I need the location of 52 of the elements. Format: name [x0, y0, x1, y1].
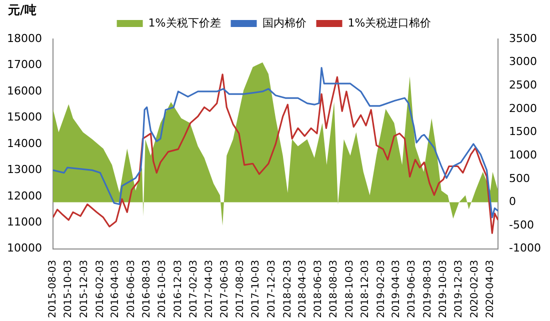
x-tick-label: 2018-02-03 [282, 260, 294, 318]
x-tick-label: 2017-04-03 [204, 260, 215, 318]
y2-tick-label: 2000 [509, 102, 538, 115]
x-tick-label: 2016-02-03 [94, 260, 106, 318]
x-tick-label: 2017-02-03 [188, 260, 200, 318]
x-tick-label: 2015-10-03 [63, 260, 74, 318]
legend-label: 国内棉价 [262, 16, 306, 30]
y-tick-label: 14000 [6, 136, 42, 150]
x-tick-label: 2020-02-03 [470, 260, 481, 318]
x-tick-label: 2017-12-03 [266, 260, 278, 318]
x-tick-label: 2016-04-03 [110, 260, 122, 318]
legend-label: 1%关税进口棉价 [348, 16, 432, 30]
y-tick-label: 10000 [6, 242, 42, 255]
y2-tick-label: -1000 [509, 242, 542, 255]
y2-tick-label: 1500 [509, 125, 538, 138]
x-tick-label: 2020-04-03 [484, 260, 496, 318]
x-tick-label: 2016-08-03 [141, 260, 152, 318]
x-tick-label: 2018-12-03 [360, 260, 372, 318]
y2-tick-label: 500 [509, 172, 530, 185]
x-tick-label: 2019-12-03 [454, 260, 465, 318]
y-tick-label: 12000 [6, 189, 42, 202]
y2-tick-label: 1000 [509, 148, 538, 162]
y-tick-label: 15000 [6, 110, 42, 124]
y2-tick-label: 3500 [509, 32, 538, 45]
y2-tick-label: 0 [509, 195, 516, 208]
y-tick-label: 11000 [6, 216, 42, 229]
x-tick-label: 2015-08-03 [48, 260, 59, 318]
x-tick-label: 2019-02-03 [376, 260, 387, 318]
x-tick-label: 2016-10-03 [157, 260, 168, 318]
x-tick-label: 2018-08-03 [328, 260, 340, 318]
x-tick-label: 2019-10-03 [438, 260, 449, 318]
x-tick-label: 2019-08-03 [422, 260, 434, 318]
y-tick-label: 16000 [6, 84, 42, 98]
x-tick-label: 2018-10-03 [344, 260, 356, 318]
x-tick-label: 2019-04-03 [391, 260, 402, 318]
x-tick-label: 2017-10-03 [250, 260, 262, 318]
legend-label: 1%关税下价差 [148, 16, 221, 30]
x-tick-label: 2019-06-03 [406, 260, 418, 318]
x-tick-label: 2017-06-03 [219, 260, 230, 318]
x-tick-label: 2016-12-03 [172, 260, 184, 318]
y-axis-title: 元/吨 [8, 2, 36, 19]
y-tick-label: 13000 [6, 163, 42, 176]
y-tick-label: 17000 [6, 58, 42, 72]
y2-tick-label: 2500 [509, 78, 538, 92]
y2-tick-label: -500 [509, 218, 534, 232]
x-tick-label: 2018-06-03 [313, 260, 324, 318]
x-tick-label: 2016-06-03 [126, 260, 137, 318]
y-tick-label: 18000 [6, 32, 42, 45]
y2-tick-label: 3000 [509, 55, 538, 68]
x-tick-label: 2017-08-03 [235, 260, 246, 318]
x-tick-label: 2015-12-03 [78, 260, 90, 318]
x-tick-label: 2018-04-03 [297, 260, 308, 318]
